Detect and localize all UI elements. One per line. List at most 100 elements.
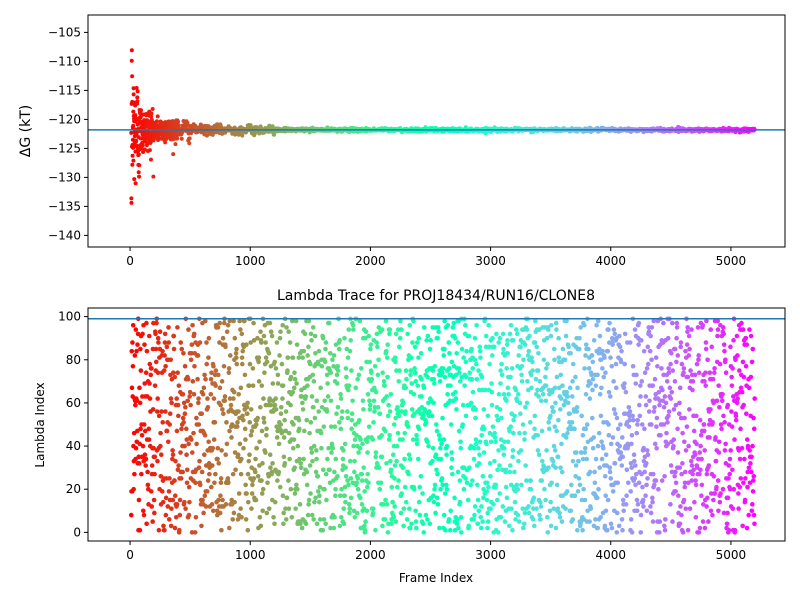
bottom-point [181, 400, 187, 406]
bottom-point [733, 357, 738, 363]
bottom-point [384, 394, 390, 399]
bottom-point [669, 320, 675, 326]
bottom-point [142, 342, 147, 347]
bottom-point [312, 499, 317, 505]
bottom-point [530, 368, 535, 373]
bottom-point [671, 407, 677, 412]
bottom-point [158, 430, 163, 436]
bottom-point [364, 439, 370, 445]
bottom-point [345, 355, 351, 360]
bottom-point [618, 450, 624, 455]
bottom-point [232, 499, 237, 505]
bottom-point [280, 396, 285, 401]
bottom-point [155, 370, 161, 376]
bottom-point [393, 331, 399, 337]
bottom-point [490, 335, 495, 341]
bottom-point [269, 333, 275, 339]
bottom-point [725, 510, 730, 516]
bottom-point [442, 491, 448, 496]
bottom-point [141, 512, 147, 518]
bottom-point [195, 376, 200, 382]
bottom-point [369, 370, 374, 376]
bottom-point [582, 322, 587, 328]
bottom-point [303, 394, 309, 399]
bottom-point [661, 404, 667, 410]
bottom-point [535, 448, 541, 453]
bottom-point [466, 523, 472, 529]
top-point [129, 130, 134, 135]
bottom-point [339, 486, 344, 492]
bottom-point [425, 517, 430, 522]
bottom-point [499, 415, 504, 421]
bottom-point [591, 435, 596, 440]
bottom-point [396, 478, 401, 483]
bottom-point [732, 437, 737, 442]
bottom-point [568, 508, 574, 514]
bottom-point [602, 523, 608, 529]
bottom-point [582, 366, 587, 371]
bottom-point [179, 426, 184, 432]
bottom-point [599, 456, 605, 462]
bottom-point [474, 322, 479, 328]
bottom-point [690, 387, 695, 393]
bottom-point [365, 471, 371, 477]
bottom-point [570, 361, 576, 367]
bottom-point [540, 391, 546, 397]
bottom-point [151, 497, 157, 503]
bottom-point [399, 491, 404, 496]
bottom-point [670, 519, 675, 524]
bottom-point [305, 383, 310, 388]
bottom-point [715, 333, 720, 339]
bottom-point [250, 366, 256, 371]
bottom-point [385, 530, 391, 535]
bottom-point [384, 461, 389, 466]
bottom-point [416, 499, 422, 505]
bottom-point [748, 461, 753, 466]
bottom-point [361, 465, 366, 470]
bottom-point [577, 335, 582, 341]
bottom-point [342, 335, 347, 341]
bottom-point [457, 499, 463, 505]
bottom-point [163, 512, 169, 518]
bottom-point [635, 502, 641, 507]
bottom-point [548, 499, 553, 505]
bottom-point [331, 525, 337, 531]
bottom-point [556, 335, 561, 341]
bottom-point [420, 521, 426, 527]
bottom-point [416, 355, 421, 360]
bottom-point [520, 422, 526, 427]
bottom-point [675, 493, 681, 498]
bottom-point [702, 525, 708, 531]
bottom-point [159, 489, 165, 494]
bottom-point [621, 508, 627, 514]
bottom-point [163, 363, 168, 369]
bottom-point [499, 372, 505, 378]
bottom-point [423, 512, 429, 518]
bottom-point [489, 381, 494, 386]
bottom-point [598, 413, 604, 419]
bottom-point [645, 452, 651, 458]
bottom-point [515, 391, 521, 397]
bottom-point [603, 493, 609, 498]
bottom-point [729, 409, 734, 414]
bottom-point [210, 445, 216, 451]
bottom-point [355, 486, 361, 492]
bottom-point [329, 450, 334, 455]
bottom-point [588, 506, 594, 511]
bottom-point [223, 502, 229, 507]
bottom-point [625, 443, 631, 449]
bottom-point [348, 338, 353, 343]
bottom-point [220, 407, 225, 412]
bottom-point [221, 411, 226, 417]
bottom-point [264, 426, 269, 432]
bottom-point [505, 338, 510, 343]
top-x-tick-label: 5000 [716, 254, 747, 268]
bottom-point [740, 327, 746, 332]
bottom-point [526, 504, 531, 509]
bottom-point [160, 420, 166, 425]
bottom-point [514, 331, 520, 337]
bottom-point [693, 482, 699, 488]
bottom-point [598, 514, 603, 520]
bottom-point [682, 484, 688, 490]
bottom-point [269, 469, 275, 475]
